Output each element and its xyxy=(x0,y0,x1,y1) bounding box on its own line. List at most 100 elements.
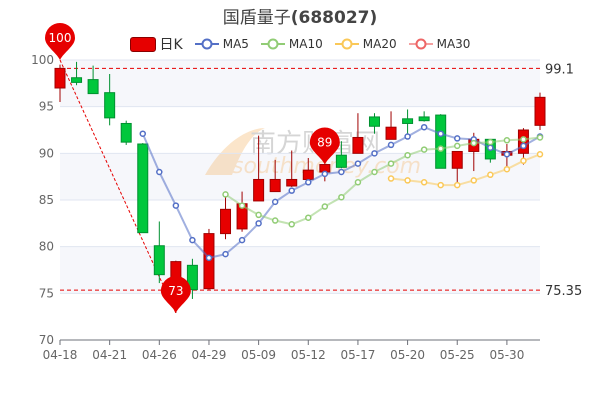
pin-shape xyxy=(160,275,191,313)
candle xyxy=(220,196,232,240)
ma20-point xyxy=(487,171,494,179)
candle-body xyxy=(286,178,298,187)
ma5-point xyxy=(338,168,345,176)
grid-band xyxy=(60,60,540,107)
ma10-point xyxy=(255,211,262,219)
pin-shape xyxy=(45,23,75,60)
line-circle-icon xyxy=(408,38,433,50)
x-tick-label: 05-30 xyxy=(489,348,524,362)
candle-body xyxy=(220,208,232,235)
line-circle-icon xyxy=(334,38,359,50)
candle-body xyxy=(352,136,364,154)
y-tick-label: 90 xyxy=(39,146,54,160)
pin-label: 73 xyxy=(168,284,183,298)
ma20-point xyxy=(387,175,395,182)
legend-item-ma20[interactable]: MA20 xyxy=(334,37,397,51)
ma5-point xyxy=(172,202,180,209)
ma10-point xyxy=(420,146,428,153)
ma10-point xyxy=(404,151,411,159)
x-tick-label: 04-21 xyxy=(92,348,127,362)
legend-item-ma10[interactable]: MA10 xyxy=(260,37,323,51)
y-tick-label: 80 xyxy=(39,240,54,254)
grid-band xyxy=(60,246,540,294)
candle xyxy=(71,61,83,86)
y-tick-label: 75 xyxy=(39,286,54,300)
ma5-point xyxy=(189,236,196,244)
ma5-point xyxy=(288,187,295,194)
candle xyxy=(368,113,380,134)
mark-point-pin: 73 xyxy=(160,275,191,313)
legend-item-ma5[interactable]: MA5 xyxy=(194,37,249,51)
x-tick-label: 04-18 xyxy=(43,348,78,362)
ma20-point xyxy=(536,151,544,158)
ma10-point xyxy=(470,139,478,147)
ma5-point xyxy=(255,220,262,227)
candle xyxy=(534,92,546,130)
x-tick-label: 05-20 xyxy=(390,348,425,362)
candle-body xyxy=(385,126,397,140)
candle-body xyxy=(269,178,281,193)
legend-label: MA5 xyxy=(222,37,249,51)
x-tick-label: 05-17 xyxy=(340,348,375,362)
candle-body xyxy=(54,67,66,89)
pin-shape xyxy=(309,127,340,165)
line-circle-icon xyxy=(260,38,285,50)
ma5-point xyxy=(205,254,213,262)
y-tick-label: 95 xyxy=(39,100,54,114)
ma5-point xyxy=(305,179,312,186)
legend-item-ma30[interactable]: MA30 xyxy=(408,37,470,51)
candle xyxy=(385,111,397,140)
ma5-point xyxy=(238,236,246,244)
candle-body xyxy=(253,178,265,202)
legend-label: MA10 xyxy=(288,37,323,51)
candle xyxy=(253,135,265,202)
candle-body xyxy=(402,118,414,124)
candle-body xyxy=(335,154,347,168)
candle-body xyxy=(87,79,99,95)
ma5-point xyxy=(321,170,329,178)
mark-point-pin: 89 xyxy=(309,127,340,165)
candle xyxy=(402,109,414,134)
candle xyxy=(120,120,132,145)
ma20-point xyxy=(520,157,527,165)
ma5-point xyxy=(420,123,428,131)
ma10-point xyxy=(371,168,378,176)
legend-item-daily-k[interactable]: 日K xyxy=(129,34,183,54)
ma10-point xyxy=(437,145,444,152)
ma10-point xyxy=(222,191,229,198)
ma10-point xyxy=(321,203,329,210)
ma10-point xyxy=(271,217,279,224)
ma5-point xyxy=(453,135,461,142)
title-code: (688027) xyxy=(290,8,378,28)
ma10-point xyxy=(520,136,527,143)
candle-body xyxy=(451,150,463,169)
mark-line-label: 99.1 xyxy=(545,62,574,77)
ma5-point xyxy=(503,151,511,158)
candle-body xyxy=(71,77,83,83)
pin-label: 89 xyxy=(317,136,332,150)
candle-body xyxy=(435,114,447,169)
candle-body xyxy=(368,116,380,127)
ma10-point xyxy=(503,137,511,144)
candle xyxy=(186,258,198,299)
candle-body xyxy=(418,116,430,122)
x-tick-label: 04-26 xyxy=(142,348,177,362)
ma5-point xyxy=(222,250,229,258)
ma5-point xyxy=(520,142,527,150)
ma5-point xyxy=(139,130,147,137)
watermark-logo-icon xyxy=(205,128,265,175)
line-circle-icon xyxy=(194,38,219,50)
y-tick-label: 85 xyxy=(39,193,54,207)
candle xyxy=(54,64,66,102)
ma10-point xyxy=(338,193,345,201)
ma10-point xyxy=(238,202,246,209)
candle-swatch-icon xyxy=(129,36,156,52)
ma5-point xyxy=(404,133,411,140)
ma20-line xyxy=(390,153,541,187)
title-name: 国盾量子 xyxy=(222,8,291,28)
ma20-point xyxy=(420,179,428,186)
candle-body xyxy=(104,92,116,119)
ma10-point xyxy=(288,221,295,228)
ma10-point xyxy=(354,179,362,186)
